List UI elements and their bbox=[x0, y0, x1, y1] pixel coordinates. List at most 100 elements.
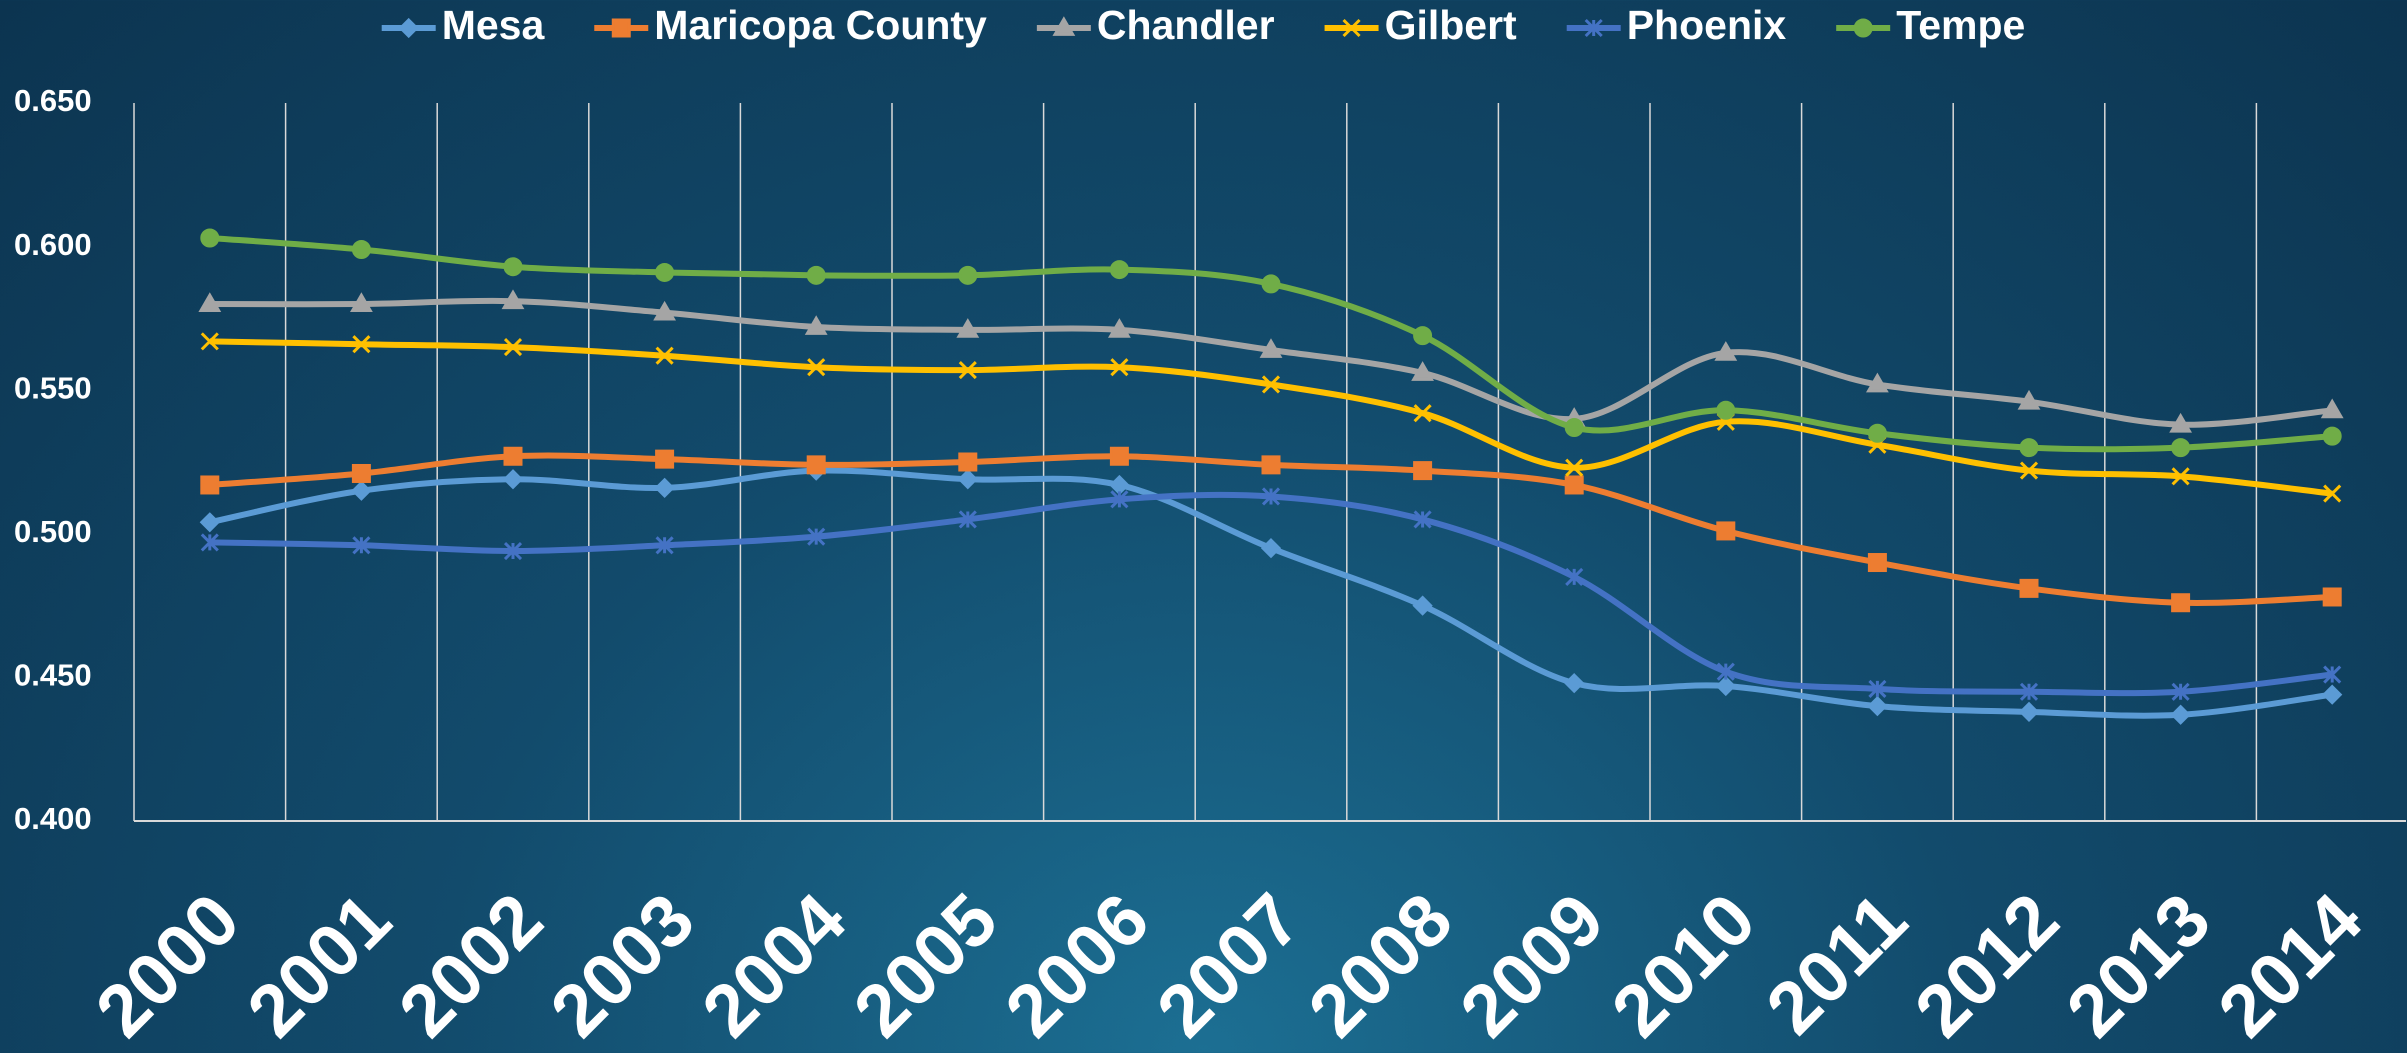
marker bbox=[2323, 665, 2342, 684]
marker bbox=[957, 469, 978, 490]
marker bbox=[2170, 704, 2191, 725]
marker bbox=[1868, 679, 1887, 698]
y-tick-label: 0.400 bbox=[14, 801, 92, 836]
marker bbox=[2019, 682, 2039, 701]
x-tick-label: 2001 bbox=[231, 877, 406, 1052]
series-line bbox=[209, 491, 2333, 697]
marker bbox=[1261, 455, 1281, 475]
legend: Mesa Maricopa County Chandler Gilbert Phoeni… bbox=[381, 2, 2025, 48]
x-tick-label: 2009 bbox=[1444, 877, 1619, 1052]
marker bbox=[352, 536, 371, 555]
marker bbox=[2171, 593, 2191, 613]
marker bbox=[1052, 16, 1076, 36]
marker bbox=[1261, 274, 1281, 294]
x-tick-label: 2011 bbox=[1750, 877, 1922, 1049]
marker bbox=[352, 335, 371, 354]
marker bbox=[2322, 684, 2343, 705]
x-tick-label: 2004 bbox=[686, 877, 861, 1052]
legend-label: Phoenix bbox=[1627, 2, 1787, 48]
marker bbox=[503, 446, 523, 466]
y-tick-label: 0.650 bbox=[14, 83, 92, 118]
marker bbox=[654, 477, 675, 498]
marker bbox=[958, 452, 978, 472]
legend-label: Maricopa County bbox=[654, 2, 987, 48]
series-line bbox=[209, 467, 2333, 719]
marker bbox=[2171, 467, 2190, 486]
marker bbox=[1412, 595, 1433, 616]
marker bbox=[806, 265, 826, 285]
legend-item: Chandler bbox=[1036, 2, 1275, 48]
marker bbox=[2171, 682, 2190, 701]
marker bbox=[2322, 587, 2342, 607]
marker bbox=[1865, 372, 1889, 393]
marker bbox=[958, 361, 977, 380]
marker bbox=[2019, 578, 2039, 598]
x-tick-label: 2007 bbox=[1141, 877, 1316, 1052]
x-tick-label: 2002 bbox=[383, 877, 558, 1052]
marker bbox=[501, 289, 525, 310]
legend-item: Gilbert bbox=[1324, 2, 1517, 48]
x-tick-label: 2000 bbox=[80, 877, 255, 1052]
marker bbox=[655, 449, 675, 469]
marker bbox=[1584, 18, 1603, 38]
marker bbox=[655, 346, 674, 365]
marker bbox=[958, 510, 977, 529]
legend-item: Phoenix bbox=[1566, 2, 1787, 48]
marker bbox=[351, 239, 371, 259]
marker bbox=[2323, 484, 2342, 503]
y-tick-label: 0.550 bbox=[14, 370, 92, 405]
x-tick-label: 2014 bbox=[2202, 877, 2377, 1052]
marker bbox=[200, 475, 220, 495]
marker bbox=[503, 257, 523, 277]
marker bbox=[1867, 423, 1887, 443]
marker bbox=[807, 358, 826, 377]
marker bbox=[1413, 510, 1432, 529]
marker bbox=[1261, 375, 1281, 394]
marker bbox=[1261, 487, 1281, 506]
marker bbox=[502, 469, 524, 490]
marker bbox=[804, 315, 828, 335]
x-tick-label: 2008 bbox=[1293, 877, 1468, 1052]
marker bbox=[1411, 361, 1435, 381]
marker bbox=[351, 463, 371, 483]
legend-label: Gilbert bbox=[1385, 2, 1517, 48]
legend-label: Tempe bbox=[1896, 2, 2025, 48]
legend-label: Mesa bbox=[442, 2, 546, 48]
marker bbox=[349, 292, 373, 312]
x-tick-label: 2010 bbox=[1596, 877, 1771, 1052]
marker bbox=[2018, 701, 2040, 722]
marker bbox=[351, 480, 372, 501]
marker bbox=[2322, 426, 2342, 446]
marker bbox=[1716, 400, 1736, 420]
marker bbox=[1413, 461, 1433, 481]
marker bbox=[2019, 438, 2039, 458]
marker bbox=[2017, 389, 2041, 410]
marker bbox=[200, 228, 220, 248]
marker bbox=[1867, 553, 1887, 573]
marker bbox=[200, 332, 219, 351]
y-tick-label: 0.500 bbox=[14, 514, 92, 549]
marker bbox=[2171, 438, 2191, 458]
marker bbox=[1259, 338, 1283, 358]
marker bbox=[2320, 398, 2344, 419]
marker bbox=[1260, 538, 1282, 559]
marker bbox=[503, 541, 523, 561]
marker bbox=[1714, 341, 1738, 361]
marker bbox=[655, 536, 674, 555]
marker bbox=[1110, 358, 1129, 377]
marker bbox=[1867, 695, 1888, 717]
legend-item: Maricopa County bbox=[594, 2, 987, 48]
x-tick-label: 2013 bbox=[2051, 877, 2226, 1052]
x-tick-label: 2006 bbox=[989, 877, 1164, 1052]
legend-item: Tempe bbox=[1836, 2, 2025, 48]
marker bbox=[200, 533, 219, 552]
marker bbox=[1565, 458, 1584, 477]
marker bbox=[1716, 521, 1736, 541]
y-tick-label: 0.600 bbox=[14, 227, 92, 262]
marker bbox=[1565, 567, 1584, 586]
marker bbox=[1716, 662, 1735, 681]
marker bbox=[1109, 260, 1129, 280]
marker bbox=[1715, 675, 1736, 697]
series-line bbox=[209, 297, 2333, 428]
